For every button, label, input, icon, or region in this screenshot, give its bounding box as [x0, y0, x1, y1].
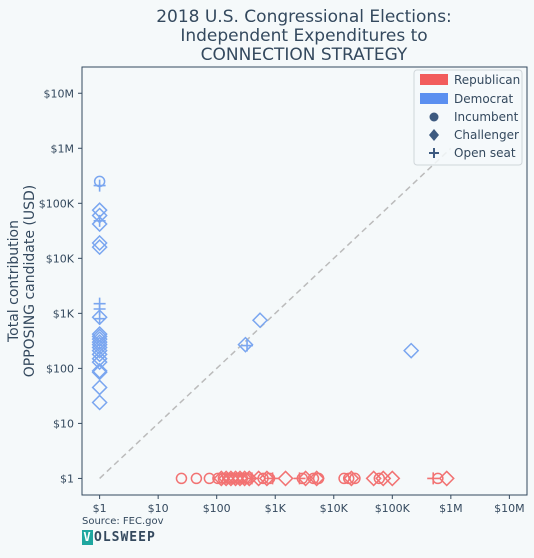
republican-circle-point	[296, 472, 309, 485]
brand-mark: V	[82, 530, 93, 545]
democrat-diamond-point	[91, 346, 108, 363]
republican-diamond-point	[236, 470, 253, 487]
brand-logo: V OLSWEEP	[82, 530, 156, 545]
democrat-diamond-point	[91, 239, 108, 256]
legend-challenger-label: Challenger	[454, 128, 519, 142]
democrat-diamond-point	[91, 215, 108, 233]
legend-republican-swatch	[420, 74, 448, 85]
democrat-diamond-point	[237, 336, 254, 353]
x-tick-label: $10M	[494, 502, 525, 515]
x-tick-label: $10K	[320, 502, 349, 515]
legend-challenger-marker	[429, 129, 439, 141]
legend-democrat-swatch	[420, 93, 448, 104]
republican-circle-point	[432, 472, 444, 485]
y-axis-label-line-2: OPPOSING candidate (USD)	[22, 185, 38, 378]
x-tick-label: $1K	[265, 502, 287, 515]
republican-diamond-point	[343, 470, 360, 487]
republican-circle-point	[312, 472, 325, 485]
republican-circle-point	[307, 472, 320, 485]
democrat-plus-point	[93, 312, 106, 325]
republican-plus-point	[266, 472, 279, 485]
y-tick-label: $10M	[44, 87, 75, 100]
legend-incumbent-label: Incumbent	[454, 110, 519, 124]
legend-open-seat-marker	[429, 148, 439, 158]
republican-diamond-point	[308, 470, 325, 487]
democrat-diamond-point	[91, 342, 108, 359]
democrat-diamond-point	[403, 342, 420, 359]
legend-democrat-label: Democrat	[454, 92, 514, 106]
legend-incumbent-marker	[429, 112, 439, 122]
chart: 2018 U.S. Congressional Elections: Indep…	[6, 7, 528, 515]
x-tick-label: $1M	[439, 502, 463, 515]
chart-title-line-3: CONNECTION STRATEGY	[201, 45, 408, 65]
democrat-diamond-point	[251, 312, 269, 329]
y-axis-label-line-1: Total contribution	[6, 220, 22, 343]
democrat-diamond-point	[91, 379, 108, 396]
plot-area	[81, 66, 528, 496]
republican-diamond-point	[384, 470, 401, 487]
x-tick-label: $100K	[375, 502, 411, 515]
democrat-diamond-point	[91, 331, 108, 348]
democrat-plus-point	[93, 179, 106, 192]
republican-diamond-point	[277, 470, 294, 487]
x-tick-label: $1	[93, 502, 107, 515]
democrat-diamond-point	[91, 334, 108, 351]
y-tick-label: $1	[60, 472, 74, 485]
legend-open-seat-label: Open seat	[454, 146, 516, 160]
legend-republican-label: Republican	[454, 73, 520, 87]
democrat-diamond-point	[91, 364, 108, 381]
republican-diamond-point	[258, 470, 275, 487]
y-tick-label: $100	[46, 362, 74, 375]
republican-diamond-point	[438, 470, 455, 487]
democrat-plus-point	[241, 339, 254, 352]
republican-diamond-point	[297, 470, 314, 487]
brand-text: OLSWEEP	[94, 530, 156, 545]
democrat-diamond-point	[91, 234, 108, 252]
democrat-diamond-point	[91, 354, 108, 371]
x-tick-label: $10	[148, 502, 169, 515]
republican-circle-point	[349, 472, 361, 485]
y-tick-label: $1K	[53, 307, 75, 320]
y-tick-label: $10	[53, 417, 74, 430]
chart-title-line-2: Independent Expenditures to	[180, 26, 427, 46]
republican-circle-point	[338, 472, 350, 485]
democrat-diamond-point	[91, 394, 108, 411]
legend: Republican Democrat Incumbent Challenger…	[413, 69, 523, 166]
y-tick-label: $1M	[51, 142, 75, 155]
y-tick-label: $100K	[39, 197, 75, 210]
chart-title-line-1: 2018 U.S. Congressional Elections:	[156, 7, 452, 27]
republican-circle-point	[190, 472, 203, 485]
democrat-diamond-point	[91, 362, 108, 379]
source-note: Source: FEC.gov	[82, 516, 164, 527]
republican-circle-point	[175, 472, 188, 485]
x-tick-label: $100	[203, 502, 231, 515]
y-tick-label: $10K	[46, 252, 75, 265]
equality-diagonal	[99, 147, 452, 479]
